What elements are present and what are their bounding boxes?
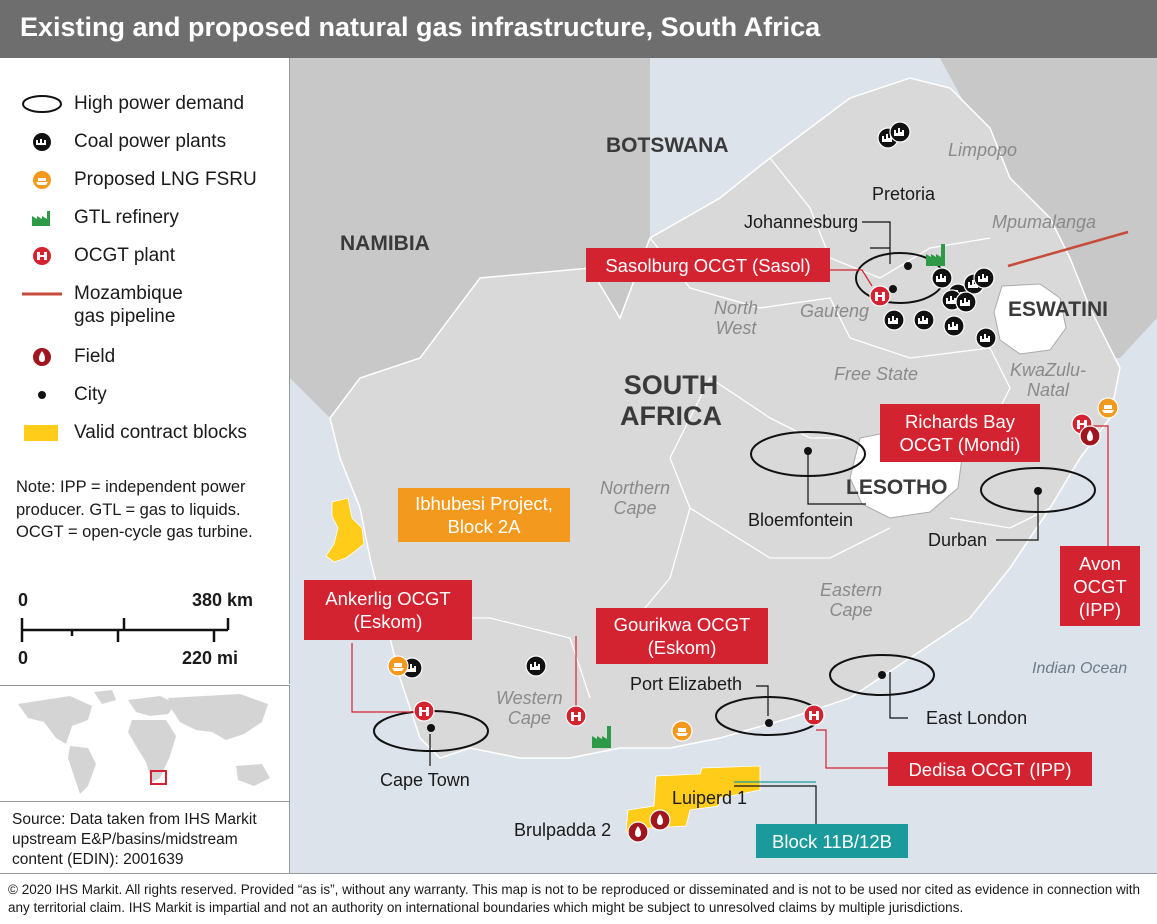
field-icon [649,809,671,831]
legend-label: Valid contract blocks [74,422,247,443]
legend-label: Mozambique gas pipeline [74,283,183,327]
scale-bar: 0 380 km 0 220 mi [16,586,276,676]
legend-label: Proposed LNG FSRU [74,169,257,190]
city-bloemfontein: Bloemfontein [748,510,854,530]
country-south-africa: SOUTH AFRICA [620,370,722,431]
city-dot-icon [38,391,46,399]
map-title: Existing and proposed natural gas infras… [20,12,821,42]
coal-plant-icon [943,315,965,337]
scale-bottom-zero: 0 [18,648,29,668]
city-cape-town: Cape Town [380,770,470,790]
lng-fsru-icon [33,171,51,189]
coal-plant-icon [975,327,997,349]
province-limpopo: Limpopo [948,140,1018,160]
map-area: BOTSWANA NAMIBIA SOUTH AFRICA ESWATINI L… [290,58,1157,873]
basemap-graphic [290,58,1157,873]
country-eswatini: ESWATINI [1008,298,1108,321]
title-bar: Existing and proposed natural gas infras… [0,0,1157,58]
callout-gourikwa-ocgt: Gourikwa OCGT (Eskom) [596,608,768,664]
legend-label: Field [74,346,116,367]
callout-ibhubesi-project: Ibhubesi Project, Block 2A [398,488,570,542]
ocgt-plant-icon [33,247,51,265]
legend-item-lng: Proposed LNG FSRU [0,166,289,194]
legend-label: City [74,384,107,405]
coal-plant-icon [913,309,935,331]
coal-plant-icon [973,267,995,289]
province-kwazulu-natal: KwaZulu- Natal [1010,360,1087,400]
callout-ankerlig-ocgt: Ankerlig OCGT (Eskom) [304,580,472,640]
world-map-graphic [0,686,289,802]
pipeline-icon [22,292,62,296]
province-western-cape: Western Cape [496,688,563,728]
legend-item-high-power-demand: High power demand [0,90,289,118]
coal-plant-icon [883,309,905,331]
field-icon [33,348,51,366]
province-free-state: Free State [834,364,919,384]
country-botswana: BOTSWANA [606,134,729,157]
legend-label: GTL refinery [74,207,179,228]
copyright-text: © 2020 IHS Markit. All rights reserved. … [8,882,1141,915]
city-durban: Durban [928,530,988,550]
legend-item-coal: Coal power plants [0,128,289,156]
coal-plant-icon [955,291,977,313]
ocgt-plant-icon [565,705,587,727]
field-icon [1079,425,1101,447]
lng-fsru-icon [387,655,409,677]
world-locator-inset [0,685,290,802]
contract-block-icon [24,425,58,441]
legend-label: OCGT plant [74,245,176,266]
city-johannesburg: Johannesburg [744,212,859,232]
lng-fsru-icon [671,720,693,742]
coal-plant-icon [889,121,911,143]
gtl-refinery-icon [32,211,50,226]
province-mpumalanga: Mpumalanga [992,212,1097,232]
legend-label: Coal power plants [74,131,227,152]
callout-block-11b-12b: Block 11B/12B [756,824,908,858]
legend-item-field: Field [0,343,289,371]
callout-dedisa-ocgt: Dedisa OCGT (IPP) [888,752,1092,786]
legend-item-ocgt: OCGT plant [0,242,289,270]
field-brulpadda-label: Brulpadda 2 [514,820,612,840]
field-icon [627,821,649,843]
province-north-west: North West [714,298,759,338]
ocgt-plant-icon [869,285,891,307]
callout-sasolburg-ocgt: Sasolburg OCGT (Sasol) [586,248,830,282]
city-port-elizabeth: Port Elizabeth [630,674,743,694]
country-namibia: NAMIBIA [340,232,430,255]
country-lesotho: LESOTHO [846,476,948,499]
coal-plants-layer [387,121,1119,843]
city-east-london: East London [926,708,1028,728]
callout-avon-ocgt: Avon OCGT (IPP) [1060,546,1140,626]
legend-label: High power demand [74,93,245,114]
ocean-label: Indian Ocean [1032,660,1128,677]
scale-top-value: 380 km [192,590,254,610]
province-eastern-cape: Eastern Cape [820,580,883,620]
gtl-refinery-icon [926,244,945,266]
legend-item-blocks: Valid contract blocks [0,419,289,447]
ellipse-icon [22,95,62,113]
scale-top-zero: 0 [18,590,29,610]
scale-bar-graphic [20,618,230,642]
source-text: Source: Data taken from IHS Markit upstr… [12,811,257,868]
ocgt-plant-icon [413,700,435,722]
lng-fsru-icon [1097,397,1119,419]
source-panel: Source: Data taken from IHS Markit upstr… [0,801,290,874]
city-pretoria: Pretoria [872,184,936,204]
legend-item-city: City [0,381,289,409]
legend-item-gtl: GTL refinery [0,204,289,232]
coal-plant-icon [931,267,953,289]
coal-plant-icon [525,655,547,677]
legend-note: Note: IPP = independent power producer. … [16,478,253,541]
coal-plant-icon [33,133,51,151]
province-northern-cape: Northern Cape [600,478,671,518]
field-luiperd-label: Luiperd 1 [672,788,748,808]
copyright-footer: © 2020 IHS Markit. All rights reserved. … [0,873,1157,924]
province-gauteng: Gauteng [800,301,870,321]
legend-panel: High power demand Coal power plants Prop… [0,58,290,684]
gtl-refinery-icon [592,726,611,748]
ocgt-plant-icon [803,704,825,726]
callout-richards-bay-ocgt: Richards Bay OCGT (Mondi) [880,404,1040,462]
scale-bottom-value: 220 mi [182,648,239,668]
legend-item-pipeline: Mozambique gas pipeline [0,280,289,330]
